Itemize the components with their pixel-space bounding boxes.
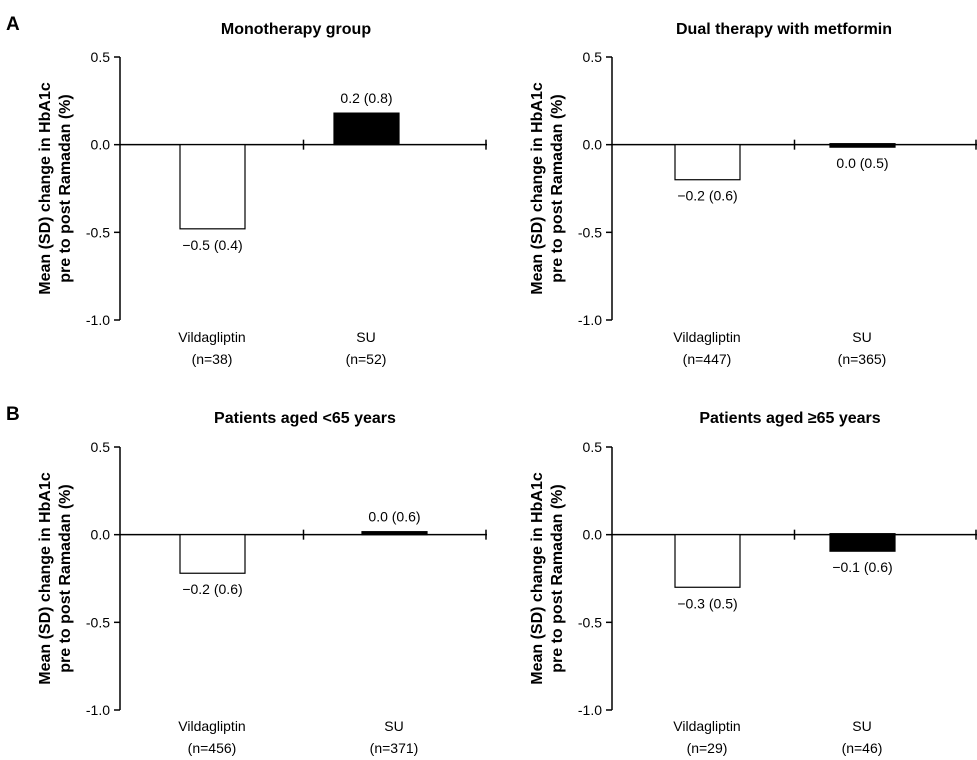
category-label: SU — [356, 329, 375, 345]
y-tick-label: -1.0 — [86, 312, 110, 328]
y-axis-label-line: pre to post Ramadan (%) — [549, 94, 566, 282]
chart-title: Patients aged ≥65 years — [699, 410, 880, 427]
chart-title: Dual therapy with metformin — [676, 21, 892, 38]
y-tick-label: 0.0 — [583, 137, 603, 153]
y-axis-label-line: Mean (SD) change in HbA1c — [529, 82, 546, 295]
chart-2: Dual therapy with metformin Mean (SD) cha… — [529, 21, 977, 367]
y-axis-label-line: Mean (SD) change in HbA1c — [529, 472, 546, 685]
category-n-label: (n=365) — [838, 351, 887, 367]
category-label: SU — [852, 329, 871, 345]
data-label: 0.0 (0.5) — [836, 155, 888, 171]
category-label: SU — [852, 718, 871, 734]
data-label: 0.2 (0.8) — [340, 90, 392, 106]
category-label: Vildagliptin — [673, 718, 740, 734]
y-tick-label: 0.5 — [91, 439, 111, 455]
y-axis-label: Mean (SD) change in HbA1c pre to post Ram… — [37, 82, 74, 295]
chart-3: Patients aged <65 years Mean (SD) change … — [37, 410, 487, 756]
chart-title: Monotherapy group — [221, 21, 371, 38]
y-tick-label: -0.5 — [578, 614, 602, 630]
panel-letter-a: A — [6, 14, 20, 35]
bar-vildagliptin — [179, 144, 246, 230]
y-axis-label: Mean (SD) change in HbA1c pre to post Ram… — [529, 472, 566, 685]
y-axis-label-line: pre to post Ramadan (%) — [57, 484, 74, 672]
y-tick-label: 0.5 — [583, 439, 603, 455]
category-n-label: (n=447) — [683, 351, 732, 367]
charts-container: Monotherapy group Mean (SD) change in HbA… — [37, 21, 977, 756]
bar-su — [829, 143, 896, 148]
y-tick-label: 0.0 — [583, 527, 603, 543]
y-tick-label: -1.0 — [578, 312, 602, 328]
data-label: 0.0 (0.6) — [368, 509, 420, 525]
y-tick-label: 0.0 — [91, 137, 111, 153]
y-tick-label: 0.5 — [91, 49, 111, 65]
y-tick-label: -0.5 — [86, 224, 110, 240]
y-axis-label: Mean (SD) change in HbA1c pre to post Ram… — [37, 472, 74, 685]
category-n-label: (n=456) — [188, 740, 237, 756]
y-axis-label-line: pre to post Ramadan (%) — [57, 94, 74, 282]
chart-4: Patients aged ≥65 years Mean (SD) change … — [529, 410, 977, 756]
y-tick-label: -0.5 — [578, 224, 602, 240]
y-tick-label: -1.0 — [578, 702, 602, 718]
bar-su — [829, 533, 896, 552]
bar-vildagliptin — [674, 144, 741, 181]
bar-su — [361, 531, 428, 536]
category-label: Vildagliptin — [178, 718, 245, 734]
y-axis-label-line: Mean (SD) change in HbA1c — [37, 472, 54, 685]
data-label: −0.2 (0.6) — [677, 188, 737, 204]
y-tick-label: -1.0 — [86, 702, 110, 718]
category-label: SU — [384, 718, 403, 734]
data-label: −0.1 (0.6) — [832, 559, 892, 575]
category-n-label: (n=29) — [687, 740, 728, 756]
y-tick-label: 0.0 — [91, 527, 111, 543]
chart-title: Patients aged <65 years — [214, 410, 396, 427]
bar-su — [333, 112, 400, 146]
category-n-label: (n=52) — [346, 351, 387, 367]
data-label: −0.3 (0.5) — [677, 595, 737, 611]
bar-vildagliptin — [674, 534, 741, 588]
bar-vildagliptin — [179, 534, 246, 574]
category-n-label: (n=38) — [192, 351, 233, 367]
category-label: Vildagliptin — [178, 329, 245, 345]
y-axis-label: Mean (SD) change in HbA1c pre to post Ram… — [529, 82, 566, 295]
category-n-label: (n=371) — [370, 740, 419, 756]
y-tick-label: -0.5 — [86, 614, 110, 630]
category-label: Vildagliptin — [673, 329, 740, 345]
y-tick-label: 0.5 — [583, 49, 603, 65]
y-axis-label-line: Mean (SD) change in HbA1c — [37, 82, 54, 295]
y-axis-label-line: pre to post Ramadan (%) — [549, 484, 566, 672]
data-label: −0.2 (0.6) — [182, 581, 242, 597]
data-label: −0.5 (0.4) — [182, 237, 242, 253]
panel-letter-b: B — [6, 404, 20, 425]
category-n-label: (n=46) — [842, 740, 883, 756]
chart-1: Monotherapy group Mean (SD) change in HbA… — [37, 21, 487, 367]
